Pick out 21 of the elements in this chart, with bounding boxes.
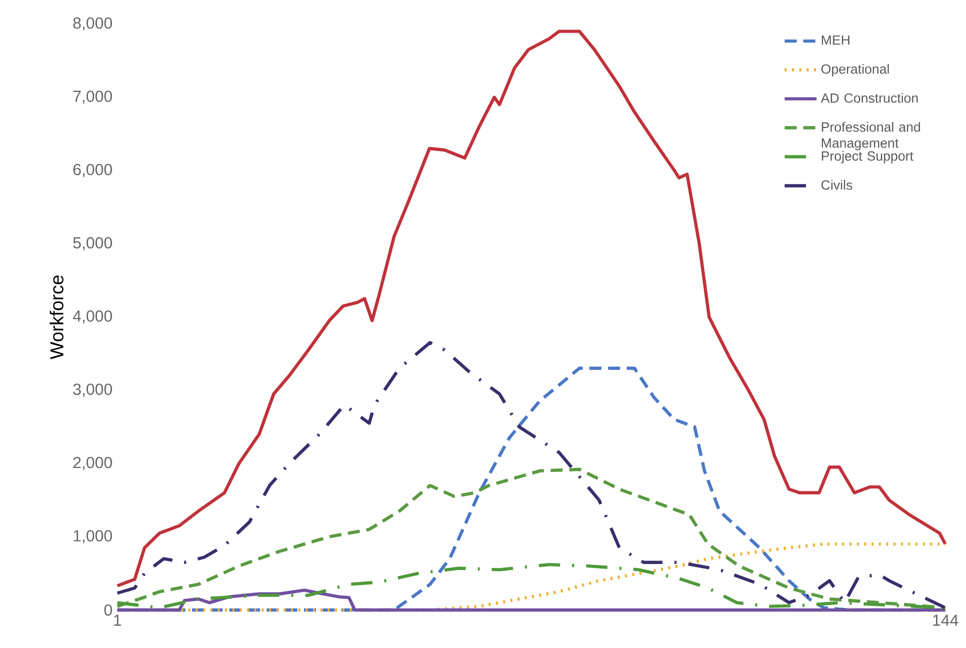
- y-tick-label: 4,000: [72, 310, 112, 324]
- y-tick-label: 6,000: [73, 164, 112, 178]
- legend-label: Project Support: [822, 150, 914, 164]
- line-series: [116, 468, 947, 610]
- legend-label: Operational: [821, 64, 889, 76]
- x-tick-label: 1: [114, 614, 122, 626]
- y-tick-label: 3,000: [73, 384, 112, 397]
- legend-label: AD Construction: [820, 92, 918, 103]
- y-tick-label: 0: [104, 604, 112, 616]
- x-tick-label: 144: [933, 614, 958, 626]
- legend-label: Professional and Management: [822, 122, 920, 150]
- y-tick-label: 2,000: [73, 456, 112, 470]
- line-series: [116, 588, 947, 612]
- line-series: [116, 30, 947, 588]
- legend-label: MEH: [822, 35, 850, 45]
- y-axis-title: Workforce: [50, 275, 64, 360]
- y-tick-label: 7,000: [73, 90, 112, 104]
- legend-label: Civils: [821, 180, 852, 190]
- y-tick-label: 1,000: [74, 530, 112, 544]
- y-tick-label: 5,000: [73, 237, 112, 250]
- y-tick-label: 8,000: [73, 17, 112, 31]
